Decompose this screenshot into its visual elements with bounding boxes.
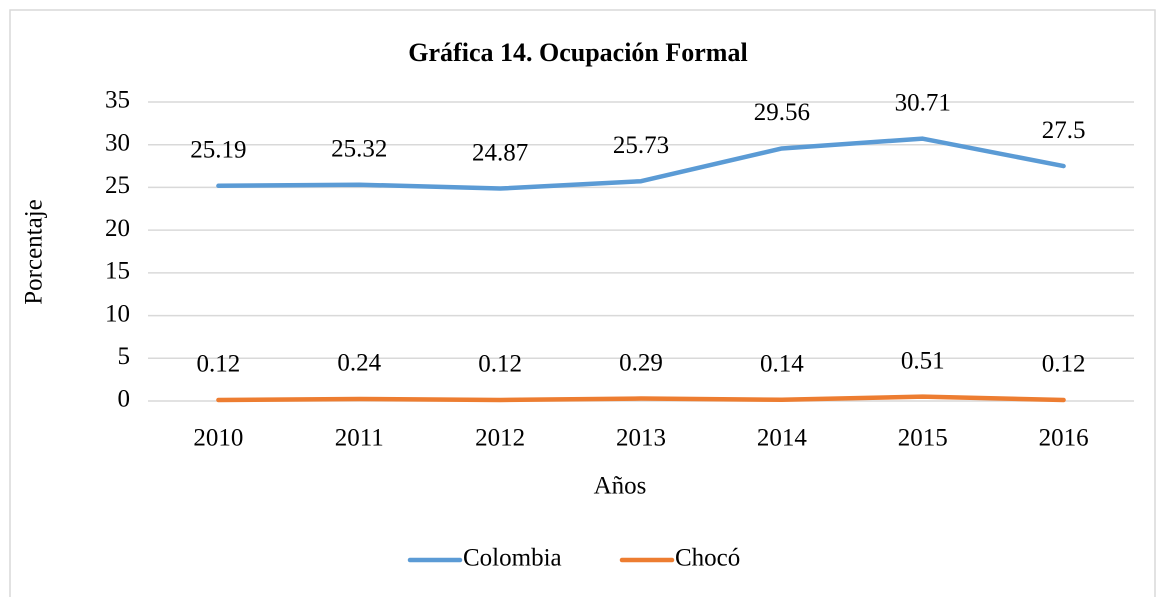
data-label: 0.12 <box>1042 351 1086 378</box>
data-label: 0.14 <box>760 351 804 378</box>
data-label: 0.29 <box>619 349 663 376</box>
x-tick-label: 2016 <box>1039 425 1089 452</box>
y-tick-label: 0 <box>118 386 131 413</box>
data-label: 25.73 <box>613 132 669 159</box>
y-axis-label: Porcentaje <box>21 199 48 305</box>
x-tick-label: 2014 <box>757 425 808 452</box>
y-tick-label: 30 <box>105 129 130 156</box>
x-tick-label: 2011 <box>335 425 384 452</box>
data-label: 0.51 <box>901 347 945 374</box>
y-tick-label: 15 <box>105 258 130 285</box>
x-tick-label: 2015 <box>898 425 948 452</box>
chart-frame <box>9 9 1156 597</box>
x-axis-label: Años <box>594 473 647 500</box>
series-line <box>216 394 1066 403</box>
data-label: 0.12 <box>197 351 241 378</box>
data-label: 0.24 <box>337 350 381 377</box>
data-label: 25.19 <box>190 137 246 164</box>
data-label: 24.87 <box>472 139 528 166</box>
data-label: 0.12 <box>478 351 522 378</box>
x-tick-label: 2013 <box>616 425 666 452</box>
series-line <box>216 136 1066 191</box>
chart-title: Gráfica 14. Ocupación Formal <box>408 38 747 67</box>
data-label: 29.56 <box>754 99 810 126</box>
y-tick-label: 10 <box>105 300 130 327</box>
y-tick-label: 5 <box>118 343 131 370</box>
y-tick-label: 25 <box>105 172 130 199</box>
x-tick-label: 2010 <box>193 425 243 452</box>
data-label: 27.5 <box>1042 117 1086 144</box>
y-tick-label: 35 <box>105 87 130 114</box>
x-tick-label: 2012 <box>475 425 525 452</box>
y-tick-label: 20 <box>105 215 130 242</box>
data-label: 25.32 <box>331 135 387 162</box>
data-label: 30.71 <box>895 89 951 116</box>
legend-label: Chocó <box>675 545 740 572</box>
legend-label: Colombia <box>463 545 562 572</box>
